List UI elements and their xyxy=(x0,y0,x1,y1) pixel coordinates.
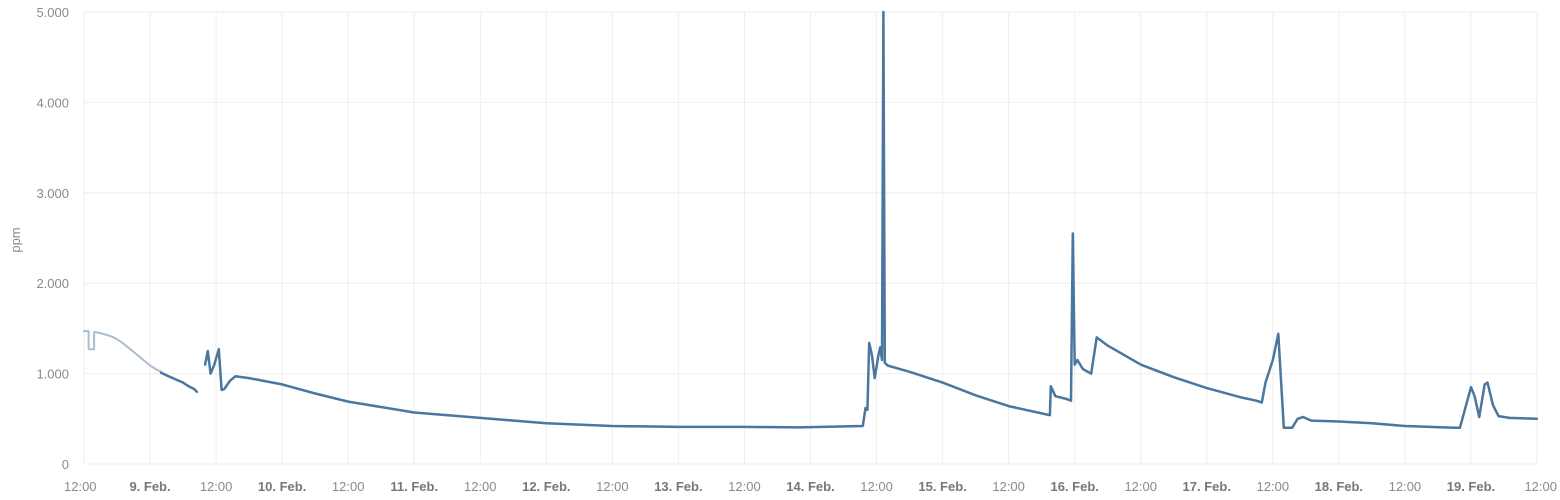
y-axis: 0 1.000 2.000 3.000 4.000 5.000 xyxy=(36,5,69,472)
x-tick-label: 12:00 xyxy=(1389,479,1422,494)
series-line-0 xyxy=(83,330,163,373)
y-axis-title: ppm xyxy=(8,227,23,252)
x-tick-label: 16. Feb. xyxy=(1050,479,1098,494)
x-tick-label: 12:00 xyxy=(860,479,893,494)
x-tick-label: 12:00 xyxy=(332,479,365,494)
x-tick-label: 14. Feb. xyxy=(786,479,834,494)
y-tick-label: 5.000 xyxy=(36,5,69,20)
y-tick-label: 1.000 xyxy=(36,367,69,382)
x-tick-label: 12:00 xyxy=(1524,479,1557,494)
x-axis: 12:00 9. Feb. 12:00 10. Feb. 12:00 11. Feb. 12… xyxy=(64,479,1557,494)
x-tick-label: 12:00 xyxy=(200,479,233,494)
y-tick-label: 4.000 xyxy=(36,95,69,110)
x-tick-label: 12:00 xyxy=(728,479,761,494)
y-tick-label: 3.000 xyxy=(36,186,69,201)
x-tick-label: 12:00 xyxy=(1257,479,1290,494)
x-tick-label: 12:00 xyxy=(992,479,1025,494)
x-tick-label: 13. Feb. xyxy=(654,479,702,494)
series-line-2 xyxy=(203,10,1539,430)
x-tick-label: 12:00 xyxy=(596,479,629,494)
x-tick-label: 12. Feb. xyxy=(522,479,570,494)
x-tick-label: 17. Feb. xyxy=(1183,479,1231,494)
x-tick-label: 11. Feb. xyxy=(390,479,438,494)
series-line-1 xyxy=(159,371,199,393)
series-layer xyxy=(83,10,1539,430)
x-tick-label: 19. Feb. xyxy=(1447,479,1495,494)
y-tick-label: 0 xyxy=(62,457,69,472)
x-tick-label: 12:00 xyxy=(464,479,497,494)
y-tick-label: 2.000 xyxy=(36,276,69,291)
x-tick-label: 10. Feb. xyxy=(258,479,306,494)
x-tick-label: 15. Feb. xyxy=(918,479,966,494)
x-tick-label: 9. Feb. xyxy=(129,479,170,494)
x-tick-label: 12:00 xyxy=(1124,479,1157,494)
grid xyxy=(83,11,1538,465)
x-tick-label: 12:00 xyxy=(64,479,97,494)
x-tick-label: 18. Feb. xyxy=(1315,479,1363,494)
